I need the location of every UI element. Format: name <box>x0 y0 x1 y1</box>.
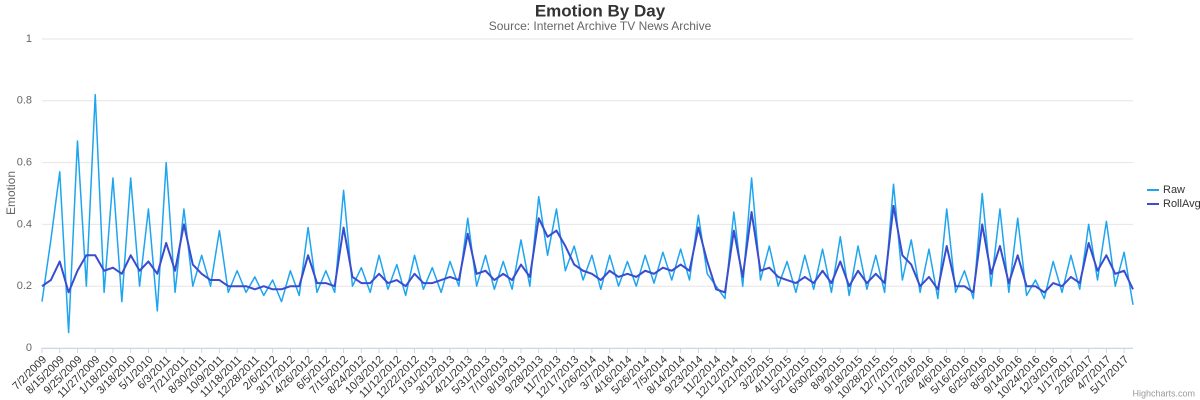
y-tick-label: 0 <box>26 342 32 354</box>
legend-label: RollAvg <box>1163 198 1200 210</box>
y-tick-label: 1 <box>26 33 32 45</box>
credits: Highcharts.com <box>1132 388 1195 398</box>
legend-label: Raw <box>1163 184 1185 196</box>
y-tick-label: 0.2 <box>17 280 32 292</box>
series-line <box>41 204 1134 294</box>
series-line <box>41 93 1134 334</box>
y-tick-label: 0.8 <box>17 95 32 107</box>
y-tick-label: 0.6 <box>17 157 32 169</box>
chart-title: Emotion By Day <box>535 1 666 20</box>
y-axis-title: Emotion <box>4 171 18 215</box>
chart-subtitle: Source: Internet Archive TV News Archive <box>489 19 712 33</box>
y-tick-label: 0.4 <box>17 218 32 230</box>
